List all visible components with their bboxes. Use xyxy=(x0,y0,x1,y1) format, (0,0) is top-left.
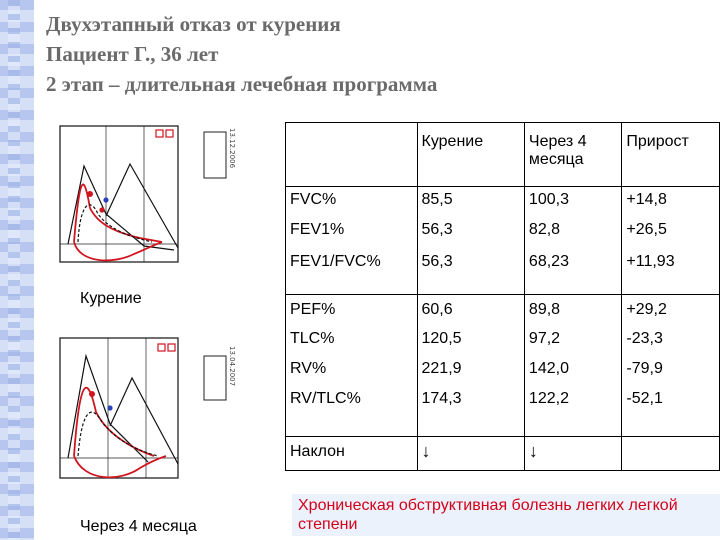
row-label: RV% xyxy=(285,356,418,387)
header-after: Через 4 месяца xyxy=(523,122,623,187)
gain-value: -79,9 xyxy=(621,356,720,387)
after-value: 122,2 xyxy=(523,386,623,437)
patient-line: Пациент Г., 36 лет xyxy=(46,42,219,66)
row-label: RV/TLC% xyxy=(285,386,418,437)
gain-value: +29,2 xyxy=(621,294,720,327)
gain-value: -52,1 xyxy=(621,386,720,437)
smoking-value: 221,9 xyxy=(416,356,525,387)
header-smoking: Курение xyxy=(416,122,525,187)
table-row: Наклон ↓ ↓ xyxy=(285,436,720,471)
row-label: TLC% xyxy=(285,326,418,357)
spirometry-plot-after-graphic: 13.04.2007 xyxy=(59,337,236,479)
table-row: FEV1% 56,3 82,8 +26,5 xyxy=(285,218,720,251)
after-value: 82,8 xyxy=(523,218,623,251)
row-label: Наклон xyxy=(285,436,418,471)
stage-line: 2 этап – длительная лечебная программа xyxy=(46,72,438,96)
caption-after: Через 4 месяца xyxy=(80,518,197,535)
spirometry-plot-smoking: 13.12.2006 xyxy=(44,104,244,296)
spirometry-plot-after: 13.04.2007 xyxy=(44,316,244,516)
table-header-row: Курение Через 4 месяца Прирост xyxy=(285,122,720,187)
table-row: PEF% 60,6 89,8 +29,2 xyxy=(285,294,720,327)
row-label: PEF% xyxy=(285,294,418,327)
smoking-value: 56,3 xyxy=(416,218,525,251)
left-decorative-stripe-inner xyxy=(8,0,20,540)
after-value: 100,3 xyxy=(523,186,623,219)
after-value: 89,8 xyxy=(523,294,623,327)
smoking-trend-arrow: ↓ xyxy=(416,436,525,471)
caption-smoking: Курение xyxy=(80,290,142,307)
after-trend-arrow: ↓ xyxy=(523,436,623,471)
diagnosis-note: Хроническая обструктивная болезнь легких… xyxy=(292,494,720,536)
plot-date-after: 13.04.2007 xyxy=(228,346,236,386)
gain-value: +14,8 xyxy=(621,186,720,219)
slide-title: Двухэтапный отказ от курения xyxy=(46,12,341,36)
plot-date-smoking: 13.12.2006 xyxy=(228,128,236,169)
after-value: 97,2 xyxy=(523,326,623,357)
row-label: FEV1% xyxy=(285,218,418,251)
smoking-value: 174,3 xyxy=(416,386,525,437)
gain-value: +11,93 xyxy=(621,250,720,295)
after-value: 142,0 xyxy=(523,356,623,387)
header-empty-cell xyxy=(285,122,418,187)
results-table: Курение Через 4 месяца Прирост FVC% 85,5… xyxy=(285,122,720,471)
table-row: TLC% 120,5 97,2 -23,3 xyxy=(285,326,720,357)
table-row: RV/TLC% 174,3 122,2 -52,1 xyxy=(285,386,720,437)
smoking-value: 120,5 xyxy=(416,326,525,357)
row-label: FVC% xyxy=(285,186,418,219)
table-row: RV% 221,9 142,0 -79,9 xyxy=(285,356,720,387)
smoking-value: 56,3 xyxy=(416,250,525,295)
gain-value xyxy=(621,436,720,471)
table-row: FEV1/FVC% 56,3 68,23 +11,93 xyxy=(285,250,720,295)
smoking-value: 60,6 xyxy=(416,294,525,327)
gain-value: +26,5 xyxy=(621,218,720,251)
spirometry-plot-smoking-graphic: 13.12.2006 xyxy=(59,125,236,263)
after-value: 68,23 xyxy=(523,250,623,295)
gain-value: -23,3 xyxy=(621,326,720,357)
header-gain: Прирост xyxy=(621,122,720,187)
row-label: FEV1/FVC% xyxy=(285,250,418,295)
table-row: FVC% 85,5 100,3 +14,8 xyxy=(285,186,720,219)
smoking-value: 85,5 xyxy=(416,186,525,219)
